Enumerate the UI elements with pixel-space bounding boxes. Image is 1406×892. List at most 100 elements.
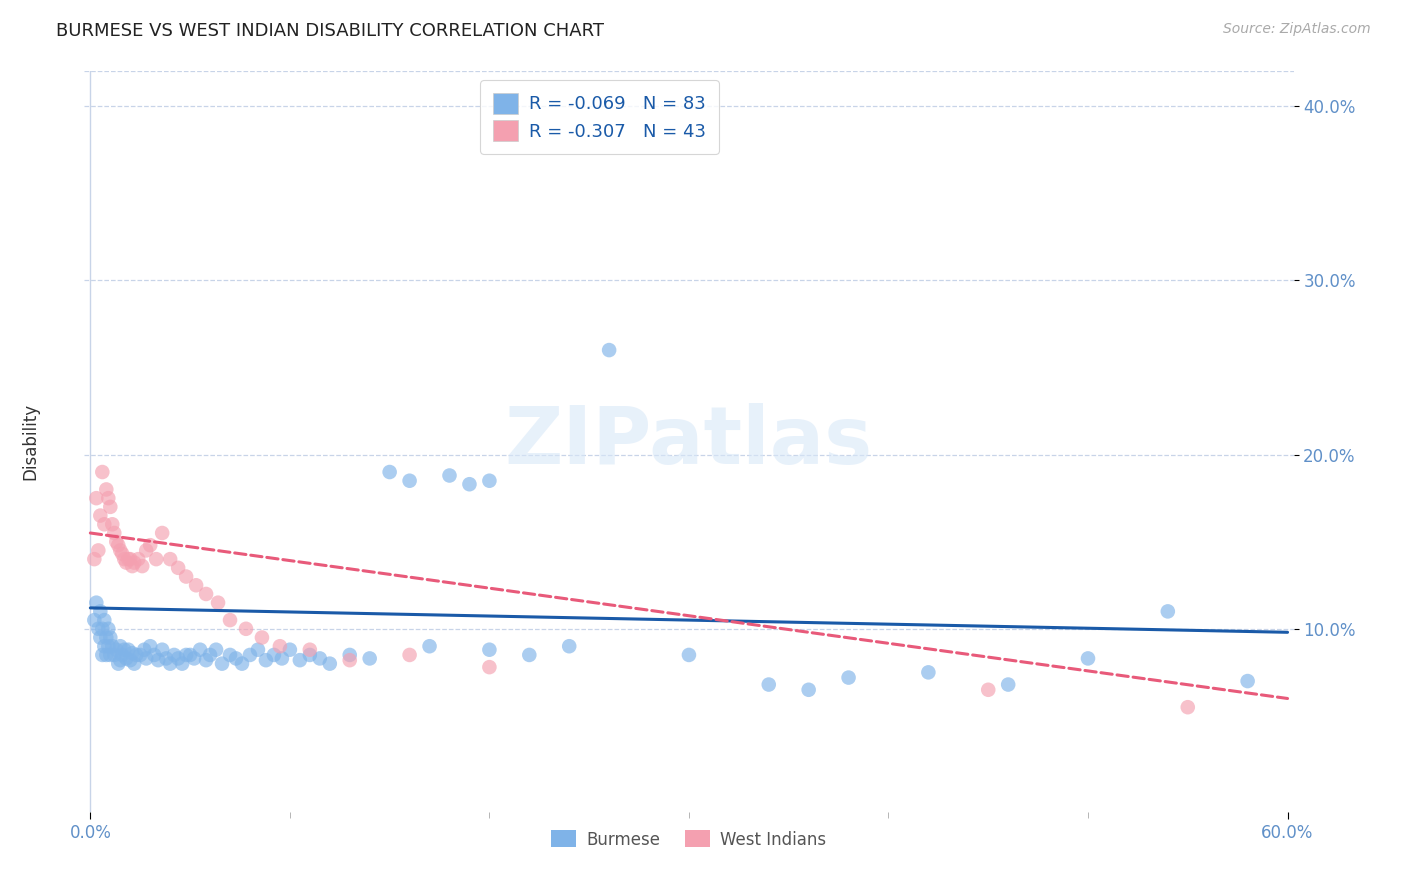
Point bbox=[172, 657, 194, 671]
Point bbox=[117, 642, 139, 657]
Point bbox=[139, 538, 162, 552]
Point bbox=[150, 642, 173, 657]
Point bbox=[150, 526, 173, 541]
Point bbox=[129, 648, 152, 662]
Point bbox=[155, 651, 177, 665]
Legend: Burmese, West Indians: Burmese, West Indians bbox=[544, 823, 834, 855]
Point bbox=[101, 639, 124, 653]
Point bbox=[121, 646, 143, 660]
Point bbox=[598, 343, 620, 357]
Point bbox=[98, 500, 121, 514]
Point bbox=[239, 648, 262, 662]
Point bbox=[143, 648, 166, 662]
Point bbox=[478, 660, 501, 674]
Text: Disability: Disability bbox=[21, 403, 39, 480]
Point bbox=[198, 648, 221, 662]
Point bbox=[148, 653, 170, 667]
Point bbox=[131, 559, 153, 574]
Point bbox=[195, 587, 218, 601]
Point bbox=[517, 648, 540, 662]
Point bbox=[174, 648, 197, 662]
Point bbox=[139, 639, 162, 653]
Point bbox=[83, 613, 105, 627]
Point bbox=[838, 671, 860, 685]
Point bbox=[89, 508, 111, 523]
Point bbox=[298, 642, 321, 657]
Point bbox=[250, 631, 273, 645]
Point bbox=[112, 642, 135, 657]
Point bbox=[122, 556, 145, 570]
Point bbox=[678, 648, 700, 662]
Point bbox=[225, 651, 247, 665]
Point bbox=[135, 543, 157, 558]
Text: BURMESE VS WEST INDIAN DISABILITY CORRELATION CHART: BURMESE VS WEST INDIAN DISABILITY CORREL… bbox=[56, 22, 605, 40]
Point bbox=[167, 651, 190, 665]
Point bbox=[159, 552, 181, 566]
Text: ZIPatlas: ZIPatlas bbox=[505, 402, 873, 481]
Point bbox=[339, 653, 361, 667]
Point bbox=[86, 596, 108, 610]
Point bbox=[1157, 604, 1180, 618]
Point bbox=[298, 648, 321, 662]
Point bbox=[263, 648, 285, 662]
Point bbox=[91, 622, 114, 636]
Point bbox=[278, 642, 301, 657]
Point bbox=[174, 569, 197, 583]
Point bbox=[1236, 674, 1258, 689]
Point bbox=[270, 651, 292, 665]
Point bbox=[558, 639, 581, 653]
Point bbox=[96, 631, 118, 645]
Point bbox=[254, 653, 277, 667]
Point bbox=[183, 651, 205, 665]
Point bbox=[167, 561, 190, 575]
Point bbox=[111, 648, 134, 662]
Point bbox=[112, 552, 135, 566]
Point bbox=[120, 552, 142, 566]
Point bbox=[101, 517, 124, 532]
Point bbox=[91, 648, 114, 662]
Point bbox=[205, 642, 228, 657]
Point bbox=[478, 474, 501, 488]
Point bbox=[121, 559, 143, 574]
Point bbox=[1177, 700, 1199, 714]
Point bbox=[122, 657, 145, 671]
Point bbox=[89, 604, 111, 618]
Point bbox=[87, 543, 110, 558]
Point bbox=[235, 622, 257, 636]
Point bbox=[105, 534, 128, 549]
Point bbox=[134, 642, 156, 657]
Point bbox=[179, 648, 201, 662]
Point bbox=[188, 642, 211, 657]
Point bbox=[103, 526, 125, 541]
Point bbox=[308, 651, 330, 665]
Point bbox=[977, 682, 1000, 697]
Point bbox=[110, 653, 132, 667]
Point bbox=[125, 648, 148, 662]
Point bbox=[91, 465, 114, 479]
Point bbox=[93, 613, 115, 627]
Point bbox=[339, 648, 361, 662]
Point bbox=[195, 653, 218, 667]
Point bbox=[398, 648, 420, 662]
Point bbox=[98, 631, 121, 645]
Point bbox=[184, 578, 207, 592]
Point bbox=[97, 639, 120, 653]
Point bbox=[145, 552, 167, 566]
Point bbox=[159, 657, 181, 671]
Point bbox=[359, 651, 381, 665]
Point bbox=[319, 657, 342, 671]
Point bbox=[269, 639, 291, 653]
Point bbox=[211, 657, 233, 671]
Point bbox=[127, 552, 149, 566]
Point bbox=[86, 491, 108, 505]
Point bbox=[107, 538, 129, 552]
Point bbox=[105, 642, 128, 657]
Point bbox=[135, 651, 157, 665]
Point bbox=[97, 622, 120, 636]
Point bbox=[246, 642, 269, 657]
Point bbox=[917, 665, 939, 680]
Point bbox=[288, 653, 311, 667]
Point bbox=[110, 639, 132, 653]
Point bbox=[115, 651, 138, 665]
Point bbox=[96, 483, 118, 497]
